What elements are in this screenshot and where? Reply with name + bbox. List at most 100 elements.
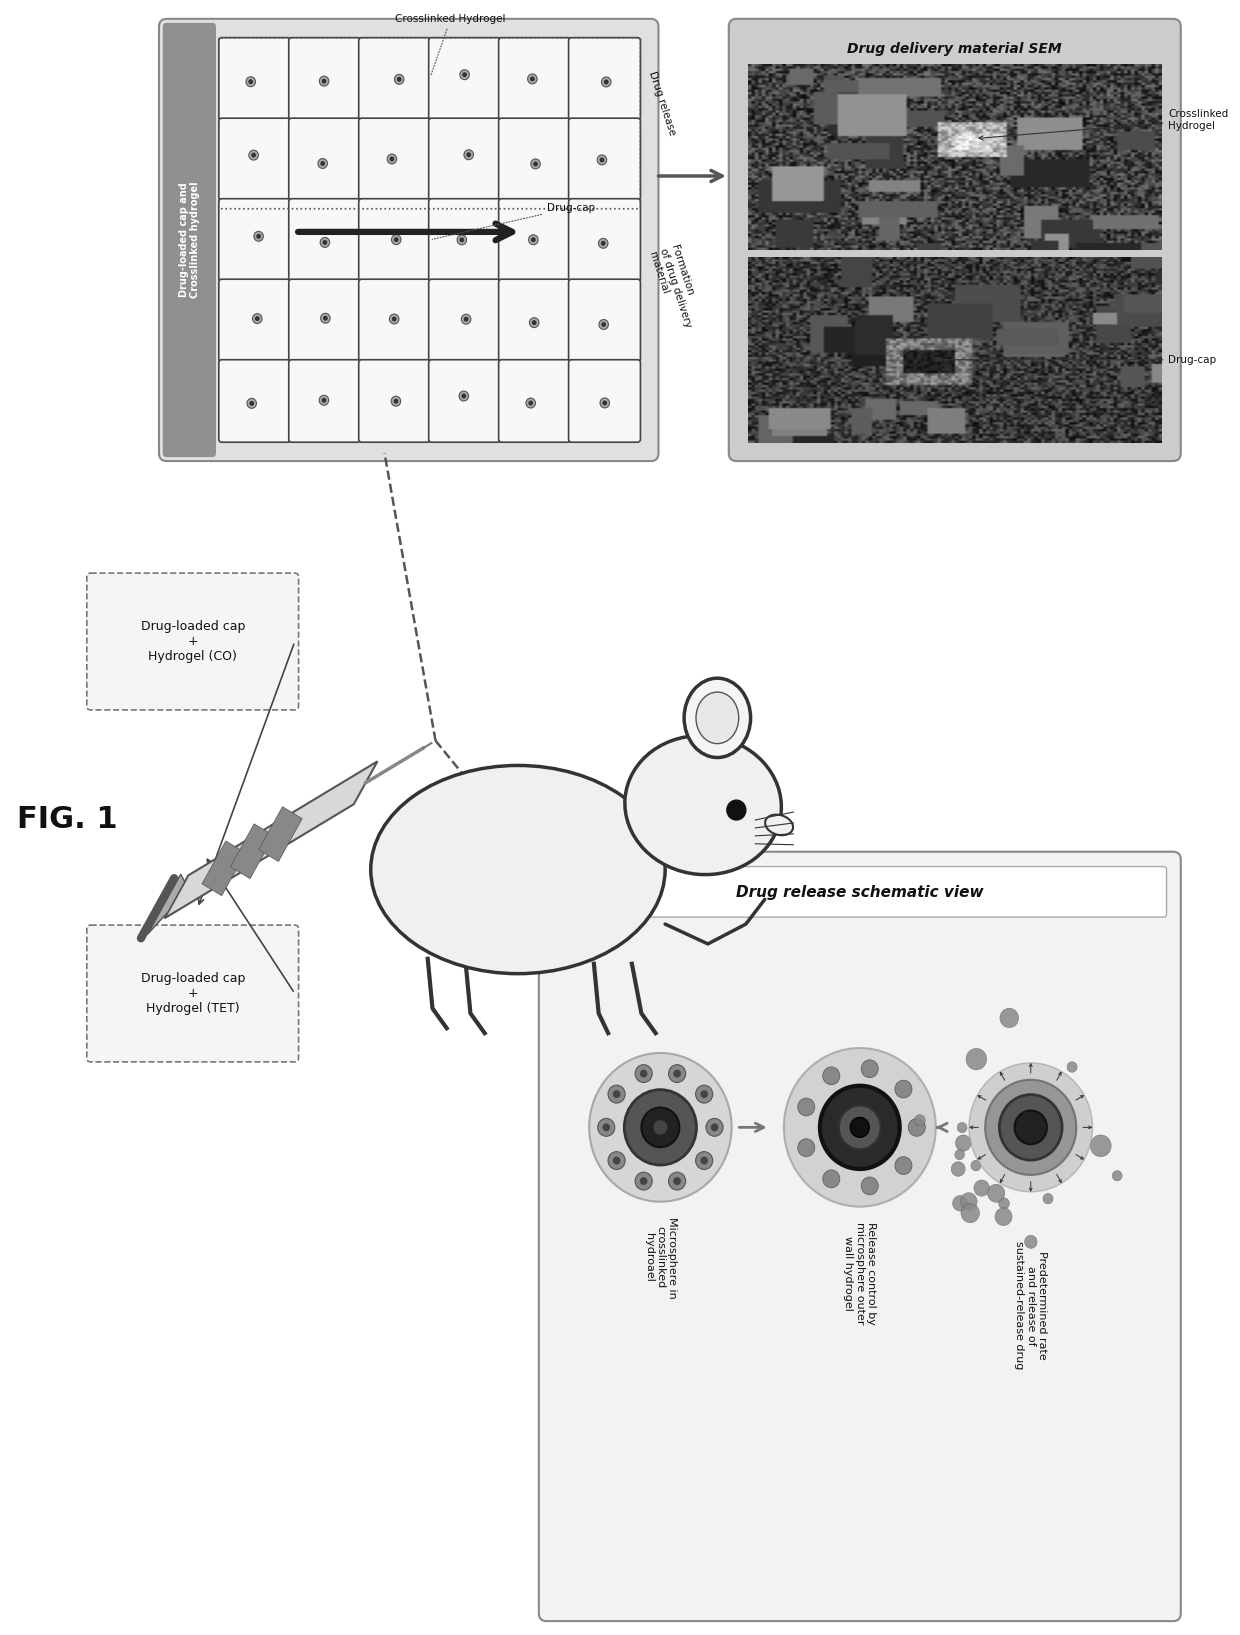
- Circle shape: [839, 1105, 880, 1149]
- Circle shape: [640, 1177, 647, 1185]
- Circle shape: [960, 1192, 977, 1210]
- FancyBboxPatch shape: [429, 280, 501, 361]
- FancyBboxPatch shape: [358, 199, 430, 281]
- Circle shape: [613, 1156, 620, 1164]
- Circle shape: [394, 74, 404, 85]
- Circle shape: [966, 1048, 987, 1069]
- Circle shape: [696, 1086, 713, 1104]
- Circle shape: [727, 800, 745, 821]
- FancyBboxPatch shape: [553, 867, 1167, 917]
- Circle shape: [823, 1171, 839, 1187]
- Ellipse shape: [371, 765, 665, 974]
- Circle shape: [322, 240, 327, 245]
- Circle shape: [608, 1086, 625, 1104]
- FancyBboxPatch shape: [289, 118, 361, 201]
- FancyBboxPatch shape: [289, 360, 361, 441]
- Circle shape: [1043, 1194, 1053, 1203]
- Circle shape: [387, 154, 397, 164]
- Circle shape: [397, 77, 402, 82]
- Circle shape: [1068, 1061, 1078, 1073]
- Circle shape: [971, 1161, 981, 1171]
- Text: Drug delivery material SEM: Drug delivery material SEM: [847, 41, 1063, 56]
- Circle shape: [389, 157, 394, 162]
- Circle shape: [321, 78, 326, 83]
- Circle shape: [389, 314, 399, 324]
- FancyBboxPatch shape: [498, 360, 570, 441]
- Circle shape: [461, 314, 471, 324]
- Circle shape: [851, 1117, 869, 1138]
- Circle shape: [463, 72, 467, 77]
- Circle shape: [532, 320, 537, 325]
- FancyBboxPatch shape: [162, 23, 216, 458]
- FancyBboxPatch shape: [358, 360, 430, 441]
- Circle shape: [254, 232, 263, 242]
- Circle shape: [527, 74, 537, 83]
- Circle shape: [320, 237, 330, 247]
- Circle shape: [317, 159, 327, 168]
- FancyBboxPatch shape: [87, 925, 299, 1061]
- FancyBboxPatch shape: [218, 38, 290, 121]
- Circle shape: [820, 1086, 900, 1169]
- Circle shape: [392, 317, 397, 322]
- FancyBboxPatch shape: [498, 280, 570, 361]
- Circle shape: [908, 1118, 925, 1136]
- Circle shape: [955, 1149, 965, 1159]
- Circle shape: [598, 155, 606, 165]
- Text: Drug-cap: Drug-cap: [937, 355, 1216, 365]
- Circle shape: [603, 401, 608, 405]
- Circle shape: [460, 237, 464, 242]
- Circle shape: [320, 77, 329, 87]
- FancyBboxPatch shape: [87, 574, 299, 710]
- Circle shape: [951, 1162, 965, 1176]
- Circle shape: [961, 1203, 980, 1223]
- Polygon shape: [165, 762, 377, 919]
- FancyBboxPatch shape: [429, 199, 501, 281]
- FancyBboxPatch shape: [569, 118, 640, 201]
- Circle shape: [696, 1151, 713, 1169]
- Circle shape: [320, 160, 325, 167]
- FancyBboxPatch shape: [569, 38, 640, 121]
- Circle shape: [711, 1123, 718, 1131]
- FancyBboxPatch shape: [218, 280, 290, 361]
- Circle shape: [673, 1069, 681, 1077]
- FancyBboxPatch shape: [218, 199, 290, 281]
- FancyBboxPatch shape: [429, 38, 501, 121]
- FancyBboxPatch shape: [729, 20, 1180, 461]
- Circle shape: [973, 1180, 990, 1197]
- Circle shape: [531, 237, 536, 242]
- FancyBboxPatch shape: [569, 360, 640, 441]
- Circle shape: [673, 1177, 681, 1185]
- Text: Drug-cap: Drug-cap: [433, 203, 595, 239]
- FancyBboxPatch shape: [358, 118, 430, 201]
- Circle shape: [957, 1123, 967, 1133]
- Circle shape: [1090, 1135, 1111, 1156]
- Circle shape: [613, 1091, 620, 1099]
- Ellipse shape: [625, 736, 781, 875]
- Circle shape: [635, 1172, 652, 1190]
- Circle shape: [895, 1081, 911, 1099]
- Circle shape: [608, 1151, 625, 1169]
- Circle shape: [255, 316, 259, 320]
- Circle shape: [861, 1177, 878, 1195]
- FancyBboxPatch shape: [289, 38, 361, 121]
- Text: Crosslinked
Hydrogel: Crosslinked Hydrogel: [978, 110, 1229, 141]
- Circle shape: [600, 157, 604, 162]
- FancyBboxPatch shape: [289, 199, 361, 281]
- FancyBboxPatch shape: [498, 118, 570, 201]
- Circle shape: [459, 391, 469, 401]
- Polygon shape: [148, 875, 185, 934]
- Circle shape: [589, 1053, 732, 1202]
- Circle shape: [322, 316, 327, 320]
- Circle shape: [321, 397, 326, 402]
- Text: Crosslinked Hydrogel: Crosslinked Hydrogel: [396, 13, 506, 77]
- Circle shape: [601, 77, 611, 87]
- Circle shape: [601, 322, 606, 327]
- Text: Microsphere in
crosslinked
hydroael: Microsphere in crosslinked hydroael: [644, 1216, 677, 1298]
- Circle shape: [528, 235, 538, 245]
- Circle shape: [257, 234, 260, 239]
- Circle shape: [531, 159, 541, 168]
- FancyBboxPatch shape: [429, 118, 501, 201]
- Text: Drug release: Drug release: [647, 70, 677, 136]
- Circle shape: [458, 235, 466, 245]
- Circle shape: [598, 1118, 615, 1136]
